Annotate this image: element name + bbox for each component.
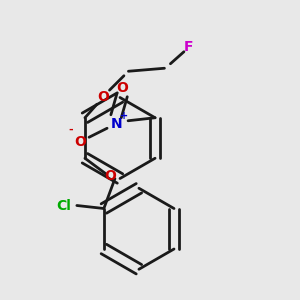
- Text: +: +: [120, 111, 128, 121]
- Text: Cl: Cl: [56, 199, 71, 212]
- Text: O: O: [116, 81, 128, 95]
- Text: -: -: [69, 125, 74, 135]
- Text: O: O: [104, 169, 116, 183]
- Text: N: N: [110, 117, 122, 131]
- Text: O: O: [74, 135, 86, 149]
- Text: F: F: [184, 40, 193, 54]
- Text: O: O: [97, 90, 109, 104]
